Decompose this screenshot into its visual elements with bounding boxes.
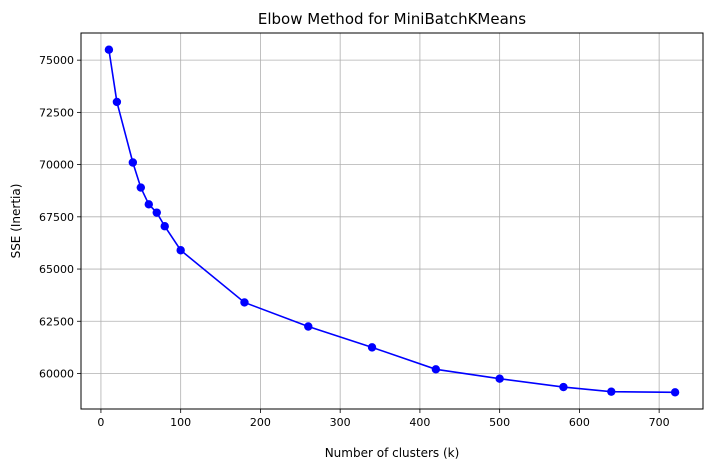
- x-tick-label: 600: [569, 416, 590, 429]
- axis-ticks: 0 100 200 300 400 500 600 700 60000 62500 65000 675…: [39, 54, 670, 429]
- chart-title: Elbow Method for MiniBatchKMeans: [258, 10, 526, 28]
- data-point-marker: [136, 183, 146, 192]
- x-tick-label: 200: [250, 416, 271, 429]
- data-point-marker: [152, 208, 161, 217]
- data-point-marker: [431, 365, 441, 374]
- plot-area-frame: [80, 32, 704, 410]
- data-point-marker: [304, 322, 313, 331]
- data-point-marker: [367, 343, 377, 352]
- x-tick-label: 500: [489, 416, 510, 429]
- x-tick-label: 400: [409, 416, 430, 429]
- y-tick-label: 65000: [39, 263, 74, 276]
- x-axis-label: Number of clusters (k): [325, 446, 460, 460]
- x-tick-label: 100: [170, 416, 191, 429]
- data-point-marker: [128, 158, 138, 167]
- series-line: [108, 49, 676, 394]
- data-series: [104, 45, 680, 397]
- data-point-marker: [240, 298, 249, 307]
- data-point-marker: [607, 387, 616, 396]
- data-point-marker: [112, 97, 122, 107]
- x-tick-label: 300: [330, 416, 351, 429]
- data-point-marker: [160, 222, 169, 231]
- data-point-marker: [176, 246, 185, 255]
- y-tick-label: 75000: [39, 54, 74, 67]
- y-tick-label: 72500: [39, 106, 74, 119]
- data-point-marker: [559, 382, 568, 392]
- x-tick-label: 700: [649, 416, 670, 429]
- y-tick-label: 67500: [39, 211, 74, 224]
- grid-lines: [81, 33, 703, 409]
- y-tick-label: 62500: [39, 315, 74, 328]
- y-tick-label: 70000: [39, 159, 74, 172]
- data-point-marker: [670, 388, 680, 397]
- y-axis-label: SSE (Inertia): [9, 184, 23, 259]
- data-point-marker: [495, 374, 504, 383]
- data-point-marker: [144, 200, 153, 209]
- data-point-marker: [104, 45, 114, 54]
- y-tick-label: 60000: [39, 367, 74, 380]
- x-tick-label: 0: [97, 416, 104, 429]
